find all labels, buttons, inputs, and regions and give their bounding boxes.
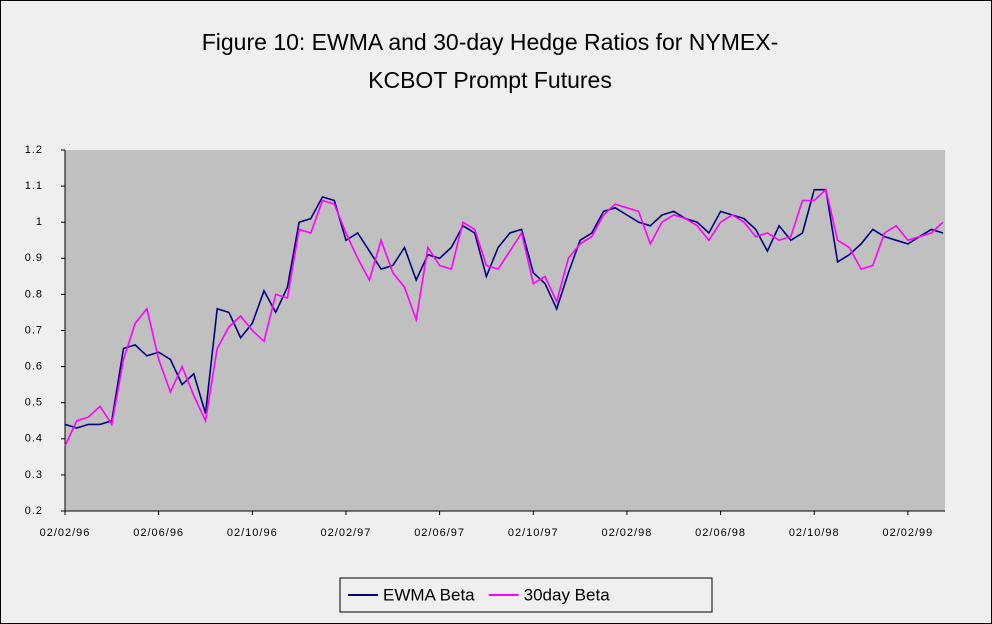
chart-title: KCBOT Prompt Futures — [368, 67, 612, 93]
y-tick-label: 0.9 — [25, 252, 43, 264]
legend-label: EWMA Beta — [383, 585, 475, 604]
legend-label: 30day Beta — [524, 585, 611, 604]
y-tick-label: 1.2 — [25, 144, 43, 156]
x-tick-label: 02/02/99 — [882, 527, 933, 539]
y-tick-label: 0.5 — [25, 397, 43, 409]
chart-title: Figure 10: EWMA and 30-day Hedge Ratios … — [202, 29, 779, 55]
x-tick-label: 02/06/98 — [695, 527, 746, 539]
y-tick-label: 1 — [36, 216, 43, 228]
y-tick-label: 0.4 — [25, 433, 43, 445]
x-tick-label: 02/10/96 — [227, 527, 278, 539]
x-tick-label: 02/02/97 — [321, 527, 372, 539]
x-tick-label: 02/02/96 — [40, 527, 91, 539]
x-tick-label: 02/06/97 — [414, 527, 465, 539]
y-tick-label: 0.6 — [25, 361, 43, 373]
series-line — [64, 188, 944, 429]
y-tick-label: 1.1 — [25, 180, 43, 192]
y-tick-label: 0.2 — [25, 505, 43, 517]
y-tick-label: 0.7 — [25, 324, 43, 336]
x-tick-label: 02/10/97 — [508, 527, 559, 539]
y-tick-label: 0.3 — [25, 469, 43, 481]
legend-box — [339, 577, 713, 613]
x-tick-label: 02/06/96 — [133, 527, 184, 539]
y-tick-label: 0.8 — [25, 288, 43, 300]
x-tick-label: 02/10/98 — [789, 527, 840, 539]
series-line — [64, 188, 944, 447]
plot-area — [65, 150, 945, 511]
x-tick-label: 02/02/98 — [602, 527, 653, 539]
